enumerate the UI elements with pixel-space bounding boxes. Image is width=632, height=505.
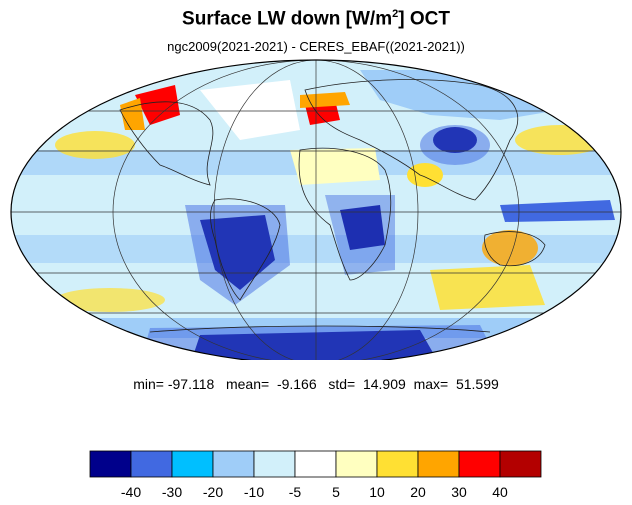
colorbar-box — [376, 450, 419, 478]
colorbar-tick-label: -5 — [289, 484, 302, 500]
region-central-asia-halo — [420, 125, 490, 165]
colorbar-tick-label: 10 — [369, 484, 385, 500]
plot-subtitle: ngc2009(2021-2021) - CERES_EBAF((2021-20… — [167, 39, 465, 54]
coastline-eurasia — [304, 79, 519, 201]
region-australia — [482, 230, 538, 266]
colorbar-box — [130, 450, 173, 478]
title-suffix: ] OCT — [398, 8, 450, 30]
colorbar-box — [458, 450, 501, 478]
world-map — [10, 59, 622, 360]
meridian — [213, 60, 419, 360]
colorbar-tick-label: -40 — [121, 484, 141, 500]
colorbar-box — [335, 450, 378, 478]
region-africa — [325, 195, 395, 275]
coastline-africa — [298, 147, 392, 281]
std-value: 14.909 — [362, 376, 406, 392]
colorbar-tick-label: 30 — [451, 484, 467, 500]
region-sahara — [290, 148, 380, 185]
graticule — [11, 60, 621, 360]
min-value: -97.118 — [167, 376, 215, 392]
coastline-south-america — [210, 198, 281, 301]
region-south-america-halo — [185, 205, 290, 305]
region-maritime-continent — [500, 200, 615, 222]
coastline-australia — [484, 231, 546, 267]
region-south-pacific — [55, 288, 165, 312]
colorbar-labels: -40 -30 -20 -10 -5 5 10 20 30 40 — [121, 484, 508, 500]
meridian — [112, 60, 520, 360]
min-label: min= — [133, 376, 164, 392]
max-label: max= — [413, 376, 449, 392]
max-value: 51.599 — [455, 376, 499, 392]
std-label: std= — [328, 376, 356, 392]
colorbar-box — [253, 450, 296, 478]
region-antarctica-halo — [140, 325, 500, 360]
mean-value: -9.166 — [276, 376, 317, 392]
colorbar-tick-label: -30 — [162, 484, 182, 500]
colorbar-tick-label: -20 — [203, 484, 223, 500]
colorbar-box — [294, 450, 337, 478]
region-north-pacific — [55, 131, 135, 159]
colorbar-tick-label: -10 — [244, 484, 264, 500]
colorbar-box — [499, 450, 542, 478]
title-superscript: 2 — [392, 8, 399, 20]
region-south-indian-ocean — [430, 265, 545, 310]
region-europe-orange — [300, 92, 350, 108]
coastline-north-america — [119, 101, 214, 186]
colorbar-box — [212, 450, 255, 478]
mean-label: mean= — [225, 376, 270, 392]
statistics-line: min= -97.118 mean= -9.166 std= 14.909 ma… — [0, 376, 632, 392]
colorbar-tick-label: 5 — [332, 484, 340, 500]
region-greenland — [135, 85, 180, 125]
colorbar-tick-label: 40 — [492, 484, 508, 500]
colorbar-box — [89, 450, 132, 478]
region-central-africa — [340, 205, 385, 250]
map-border — [10, 59, 622, 360]
colorbar-box — [417, 450, 460, 478]
region-north-atlantic — [200, 80, 300, 140]
colorbar-boxes — [89, 450, 542, 478]
coastlines — [119, 79, 546, 333]
title-main: Surface LW down [W/m — [182, 8, 393, 30]
coastline-antarctica — [149, 325, 491, 333]
plot-title: Surface LW down [W/m2] OCT — [0, 8, 632, 30]
colorbar-tick-label: 20 — [410, 484, 426, 500]
colorbar-box — [171, 450, 214, 478]
